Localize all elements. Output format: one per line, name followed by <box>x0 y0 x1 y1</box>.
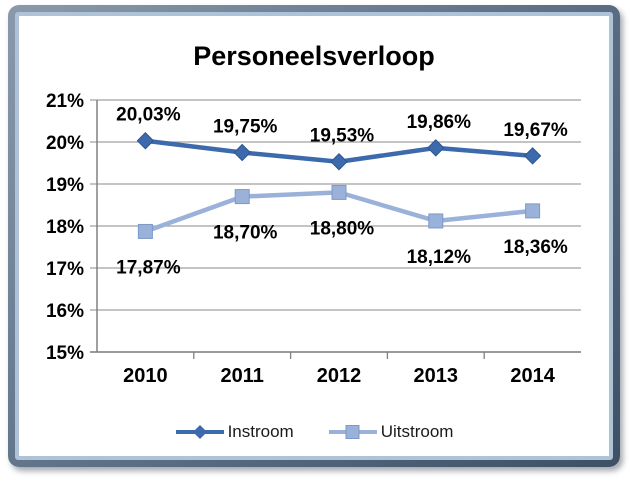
data-point-label-uitstroom: 18,80% <box>310 218 375 239</box>
data-point-marker-instroom <box>233 143 251 162</box>
y-axis-tick-label: 15% <box>46 343 84 364</box>
y-axis-tick-label: 16% <box>46 301 84 322</box>
data-point-marker-uitstroom <box>525 203 541 219</box>
chart-title: Personeelsverloop <box>193 41 435 71</box>
data-point-label-uitstroom: 18,12% <box>407 247 472 268</box>
x-axis-tick-label: 2013 <box>414 365 459 387</box>
data-point-marker-instroom <box>427 139 445 157</box>
x-axis-tick-label: 2011 <box>221 365 264 387</box>
data-point-marker-instroom <box>136 132 155 150</box>
data-point-label-instroom: 19,53% <box>310 126 375 147</box>
data-point-label-instroom: 19,86% <box>407 112 472 133</box>
y-axis-tick-label: 21% <box>46 91 84 112</box>
y-axis-tick-label: 17% <box>46 259 84 280</box>
data-point-marker-instroom <box>330 153 348 171</box>
legend-label-uitstroom: Uitstroom <box>380 422 454 441</box>
y-axis-tick-label: 18% <box>46 217 84 238</box>
data-point-marker-uitstroom <box>428 213 444 229</box>
legend-item-uitstroom: Uitstroom <box>328 422 454 442</box>
legend-label-instroom: Instroom <box>227 422 294 441</box>
legend-item-instroom: Instroom <box>175 422 294 442</box>
decorative-shadow-frame: Personeelsverloop 15% 16% 17% 18% 19% 20% 21% 2… <box>8 5 620 467</box>
data-point-label-uitstroom: 18,36% <box>503 237 568 258</box>
data-point-label-uitstroom: 18,70% <box>213 223 278 244</box>
diamond-marker-icon <box>175 425 224 439</box>
chart-plot-area: 15% 16% 17% 18% 19% 20% 21% 2010 2011 2012 2013 201… <box>46 91 581 387</box>
chart-surface: Personeelsverloop 15% 16% 17% 18% 19% 20% 21% 2… <box>19 16 609 456</box>
data-point-label-instroom: 19,67% <box>503 120 568 141</box>
x-axis-tick-label: 2010 <box>123 365 168 387</box>
data-point-marker-uitstroom <box>331 184 347 200</box>
data-point-label-instroom: 20,03% <box>116 105 181 126</box>
data-point-label-uitstroom: 17,87% <box>116 257 181 278</box>
x-axis-tick-label: 2012 <box>317 365 362 387</box>
data-point-marker-uitstroom <box>234 189 250 205</box>
data-point-label-instroom: 19,75% <box>213 117 278 138</box>
square-marker-icon <box>328 425 377 439</box>
data-point-marker-uitstroom <box>137 223 153 239</box>
data-point-marker-instroom <box>523 147 542 165</box>
chart-border-frame: Personeelsverloop 15% 16% 17% 18% 19% 20% 21% 2… <box>15 12 613 460</box>
y-axis-tick-label: 20% <box>46 133 84 154</box>
x-axis-tick-label: 2014 <box>510 365 555 387</box>
y-axis-tick-label: 19% <box>46 175 84 196</box>
legend: Instroom Uitstroom <box>19 422 609 442</box>
